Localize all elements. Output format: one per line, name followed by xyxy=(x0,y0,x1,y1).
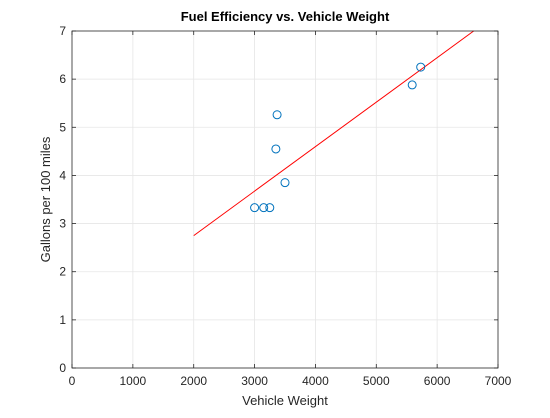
scatter-point xyxy=(407,80,417,90)
series-layer xyxy=(193,30,474,237)
y-tick-label: 3 xyxy=(59,217,66,231)
x-tick-label: 1000 xyxy=(120,374,147,388)
scatter-point xyxy=(259,203,269,213)
scatter-point xyxy=(271,144,281,154)
scatter-point xyxy=(250,203,260,213)
y-tick-label: 6 xyxy=(59,72,66,86)
y-tick-label: 1 xyxy=(59,313,66,327)
y-tick-label: 0 xyxy=(59,361,66,375)
x-axis-label: Vehicle Weight xyxy=(242,393,328,408)
chart-title: Fuel Efficiency vs. Vehicle Weight xyxy=(181,9,390,24)
scatter-point xyxy=(265,203,275,213)
x-tick-label: 0 xyxy=(69,374,76,388)
y-tick-label: 4 xyxy=(59,168,66,182)
axes-box xyxy=(71,30,499,369)
x-tick-label: 4000 xyxy=(302,374,329,388)
scatter-point xyxy=(416,62,426,72)
scatter-point xyxy=(280,178,290,188)
fit-line xyxy=(193,30,474,237)
y-axis-label: Gallons per 100 miles xyxy=(38,136,53,262)
y-tick-label: 2 xyxy=(59,265,66,279)
y-tick-label: 7 xyxy=(59,24,66,38)
plot-area xyxy=(72,31,498,368)
grid-layer xyxy=(72,31,498,368)
x-tick-label: 6000 xyxy=(424,374,451,388)
scatter-point xyxy=(272,110,282,120)
x-tick-label: 2000 xyxy=(180,374,207,388)
y-tick-label: 5 xyxy=(59,120,66,134)
tick-layer: 0 1000 2000 3000 4000 5000 6000 7000 0 1 2 3 4 5 6 7 xyxy=(59,24,511,388)
x-tick-label: 5000 xyxy=(363,374,390,388)
x-tick-label: 7000 xyxy=(485,374,512,388)
x-tick-label: 3000 xyxy=(241,374,268,388)
